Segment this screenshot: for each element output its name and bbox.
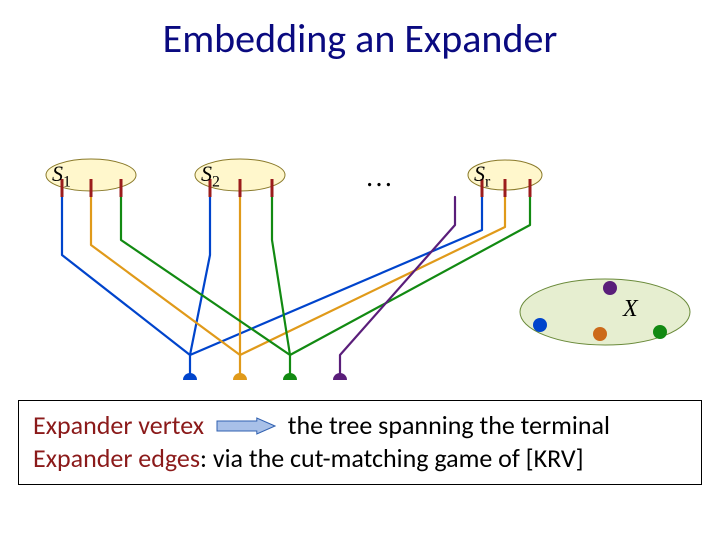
diagram: S1 S2 Sr X … [0,80,720,380]
slide-title: Embedding an Expander [0,14,720,63]
caption-line1-suffix: the tree spanning the terminal [288,409,610,441]
cluster-label-sr: Sr [474,161,490,191]
caption-vertex-label: Expander vertex [33,409,204,441]
cluster-label-s1: S1 [52,161,71,191]
implies-arrow-icon [216,417,276,435]
caption-line-1: Expander vertex the tree spanning the te… [33,409,687,442]
caption-box: Expander vertex the tree spanning the te… [18,400,702,485]
cluster-label-x: X [623,296,638,323]
caption-line2-suffix: : via the cut-matching game of [KRV] [200,442,584,474]
diagram-svg [0,80,720,380]
caption-line-2: Expander edges: via the cut-matching gam… [33,442,687,475]
caption-edges-label: Expander edges [33,442,200,474]
ellipsis-label: … [365,162,393,194]
cluster-label-s2: S2 [201,161,220,191]
